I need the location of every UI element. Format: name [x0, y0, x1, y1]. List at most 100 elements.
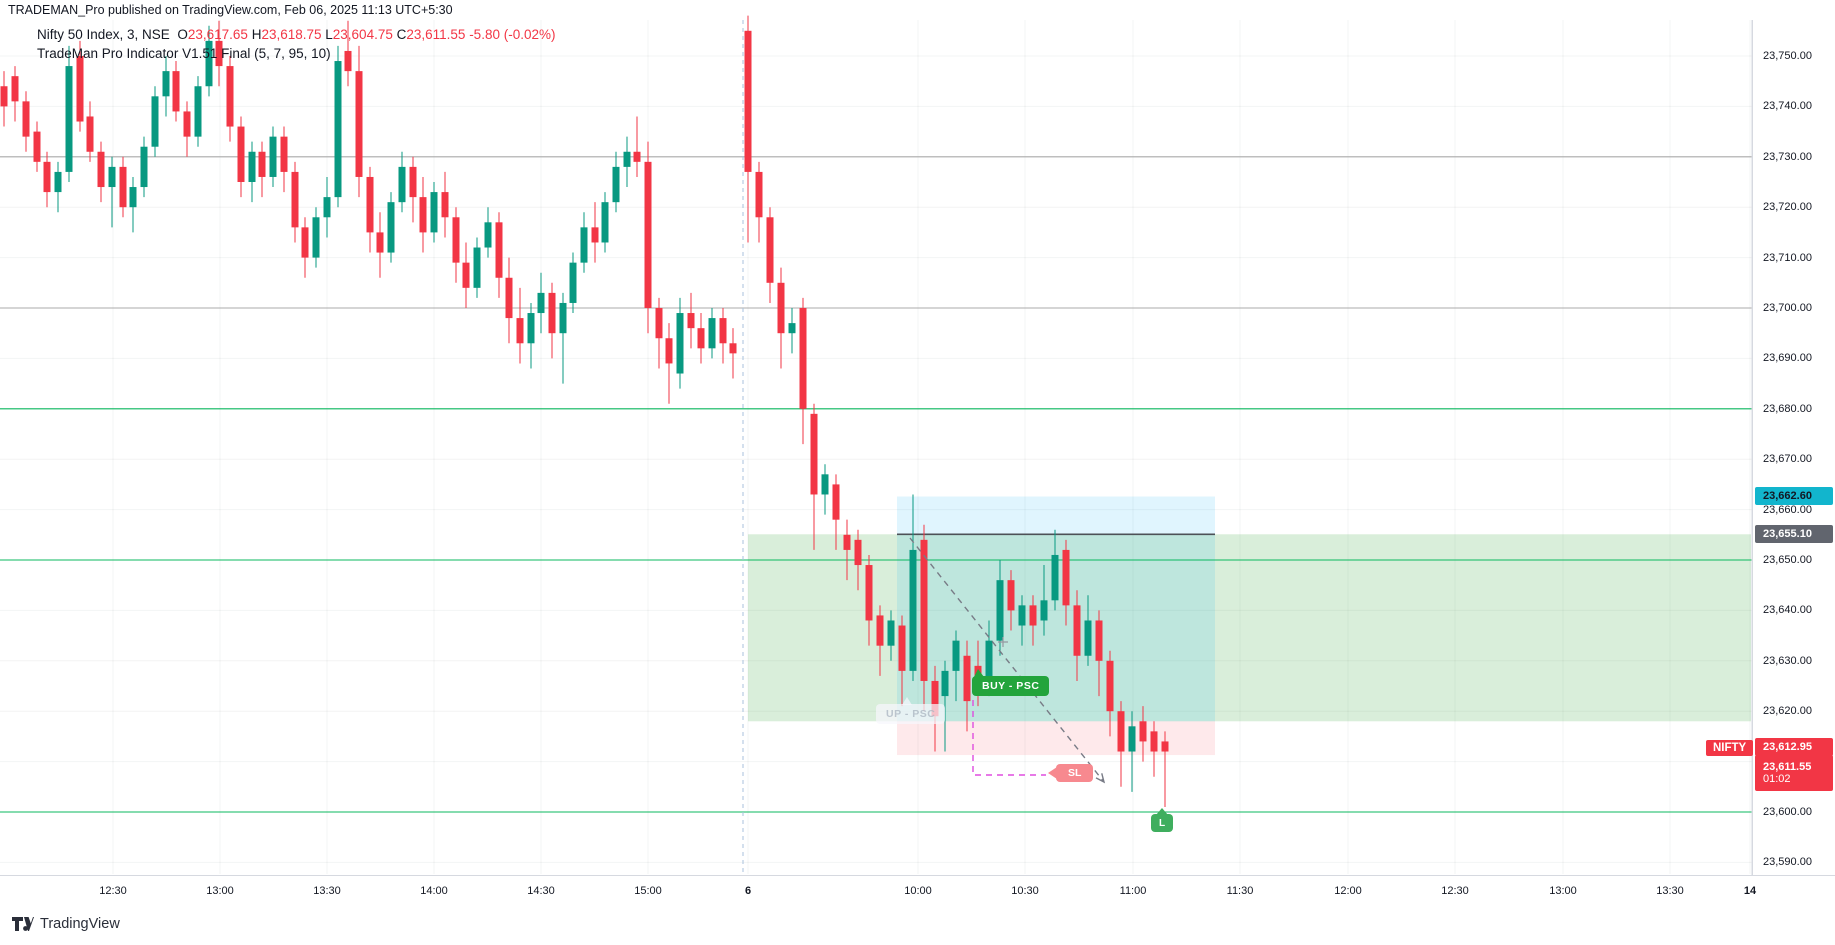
candle-body: [909, 549, 917, 671]
candle-body: [323, 197, 331, 218]
price-tick-label: 23,660.00: [1763, 503, 1812, 516]
stoploss-tag[interactable]: SL: [1048, 764, 1094, 782]
badge-pointer: [1156, 808, 1168, 815]
time-tick-label: 11:00: [1119, 885, 1147, 897]
candle-body: [484, 222, 492, 248]
candle-body: [129, 187, 137, 208]
time-tick-label: 12:30: [1441, 885, 1469, 897]
current-price-box: 23,611.55 01:02: [1755, 754, 1833, 791]
candles-layer: [0, 15, 1169, 807]
candle-body: [140, 146, 148, 188]
price-tick-label: 23,630.00: [1763, 654, 1812, 667]
trend-arrow-head: [1095, 773, 1106, 784]
price-level-label: 23,662.60: [1755, 487, 1833, 506]
time-tick-label: 13:30: [1656, 885, 1684, 897]
candle-body: [505, 277, 513, 319]
time-tick-label: 15:00: [634, 885, 662, 897]
time-tick-label: 14:30: [527, 885, 555, 897]
candle-body: [559, 302, 567, 334]
candle-body: [898, 625, 906, 671]
candle-body: [205, 40, 213, 87]
candle-body: [226, 66, 234, 127]
candle-body: [215, 40, 223, 67]
price-tick-label: 23,650.00: [1763, 554, 1812, 566]
candle-body: [687, 313, 695, 329]
candle-body: [665, 338, 673, 364]
legend-indicator-row[interactable]: TradeMan Pro Indicator V1.51 Final (5, 7…: [37, 46, 331, 61]
close-value: 23,611.55: [406, 27, 466, 42]
price-tick-label: 23,680.00: [1763, 402, 1812, 415]
candle-body: [1029, 605, 1037, 626]
price-tick-label: 23,670.00: [1763, 453, 1812, 466]
candle-body: [865, 565, 873, 621]
candle-body: [11, 76, 19, 102]
candle-body: [183, 111, 191, 137]
legend-symbol-row[interactable]: Nifty 50 Index, 3, NSE O23,617.65 H23,61…: [37, 27, 556, 42]
time-axis[interactable]: 12:30 13:00 13:30 14:00 14:30 15:00 6 10:00 10:3…: [0, 875, 1835, 912]
candle-body: [1062, 549, 1070, 606]
candle-body: [430, 192, 438, 233]
candle-body: [194, 86, 202, 137]
candle-body: [854, 539, 862, 566]
candle-body: [65, 66, 73, 172]
candle-body: [1139, 721, 1147, 742]
price-tick-label: 23,730.00: [1763, 150, 1812, 163]
candle-body: [269, 136, 277, 177]
candle-body: [462, 262, 470, 288]
time-tick-label: 13:30: [313, 885, 341, 897]
candle-body: [697, 328, 705, 349]
candle-body: [1051, 554, 1059, 601]
trend-arrow-line[interactable]: [909, 537, 1105, 783]
candle-body: [788, 323, 796, 334]
candle-body: [398, 166, 406, 203]
symbol-price-tag: NIFTY: [1706, 739, 1754, 756]
price-tick-label: 23,700.00: [1763, 302, 1812, 314]
candle-body: [821, 474, 829, 495]
up-signal-label-faint[interactable]: UP - PSC: [876, 697, 946, 724]
buy-signal-label[interactable]: BUY - PSC: [972, 669, 1050, 696]
label-pointer: [974, 669, 984, 677]
time-tick-label: 13:00: [206, 885, 234, 897]
time-tick-label: 11:30: [1226, 885, 1254, 897]
candle-body: [516, 318, 524, 344]
candle-body: [495, 222, 503, 278]
candle-body: [1150, 731, 1158, 752]
day-low-marker[interactable]: L: [1151, 808, 1173, 832]
time-tick-label: 10:00: [904, 885, 932, 897]
candle-body: [355, 71, 363, 177]
candle-body: [876, 615, 884, 646]
candle-body: [766, 217, 774, 283]
time-tick-label: 10:30: [1011, 885, 1039, 897]
candle-body: [97, 151, 105, 188]
candle-body: [1084, 620, 1092, 656]
time-tick-label: 14:00: [420, 885, 448, 897]
chart-legend[interactable]: Nifty 50 Index, 3, NSE O23,617.65 H23,61…: [37, 25, 555, 63]
candle-body: [952, 640, 960, 671]
candle-body: [601, 202, 609, 243]
candle-body: [172, 71, 180, 112]
price-axis[interactable]: 23,590.0023,600.0023,610.0023,620.0023,6…: [1752, 20, 1835, 875]
candle-body: [755, 171, 763, 218]
candle-body: [985, 640, 993, 686]
label-pointer: [902, 697, 912, 705]
current-price: 23,611.55: [1763, 760, 1812, 773]
candle-body: [527, 313, 535, 344]
price-tick-label: 23,710.00: [1763, 251, 1812, 264]
price-tick-label: 23,740.00: [1763, 100, 1812, 113]
candle-body: [344, 50, 352, 72]
candle-body: [409, 166, 417, 198]
bar-countdown: 01:02: [1763, 772, 1791, 785]
candle-body: [162, 71, 170, 97]
tag-arrow-tip: [1048, 767, 1057, 779]
candle-body: [33, 131, 41, 162]
candle-body: [941, 670, 949, 697]
candle-body: [1161, 741, 1169, 752]
candle-body: [744, 30, 752, 172]
candle-body: [537, 292, 545, 314]
price-tick-label: 23,750.00: [1763, 50, 1812, 62]
tradingview-logo[interactable]: TradingView: [12, 916, 120, 932]
stoploss-dashed-line[interactable]: [972, 700, 1046, 776]
candle-body: [708, 318, 716, 349]
candle-body: [1018, 605, 1026, 626]
